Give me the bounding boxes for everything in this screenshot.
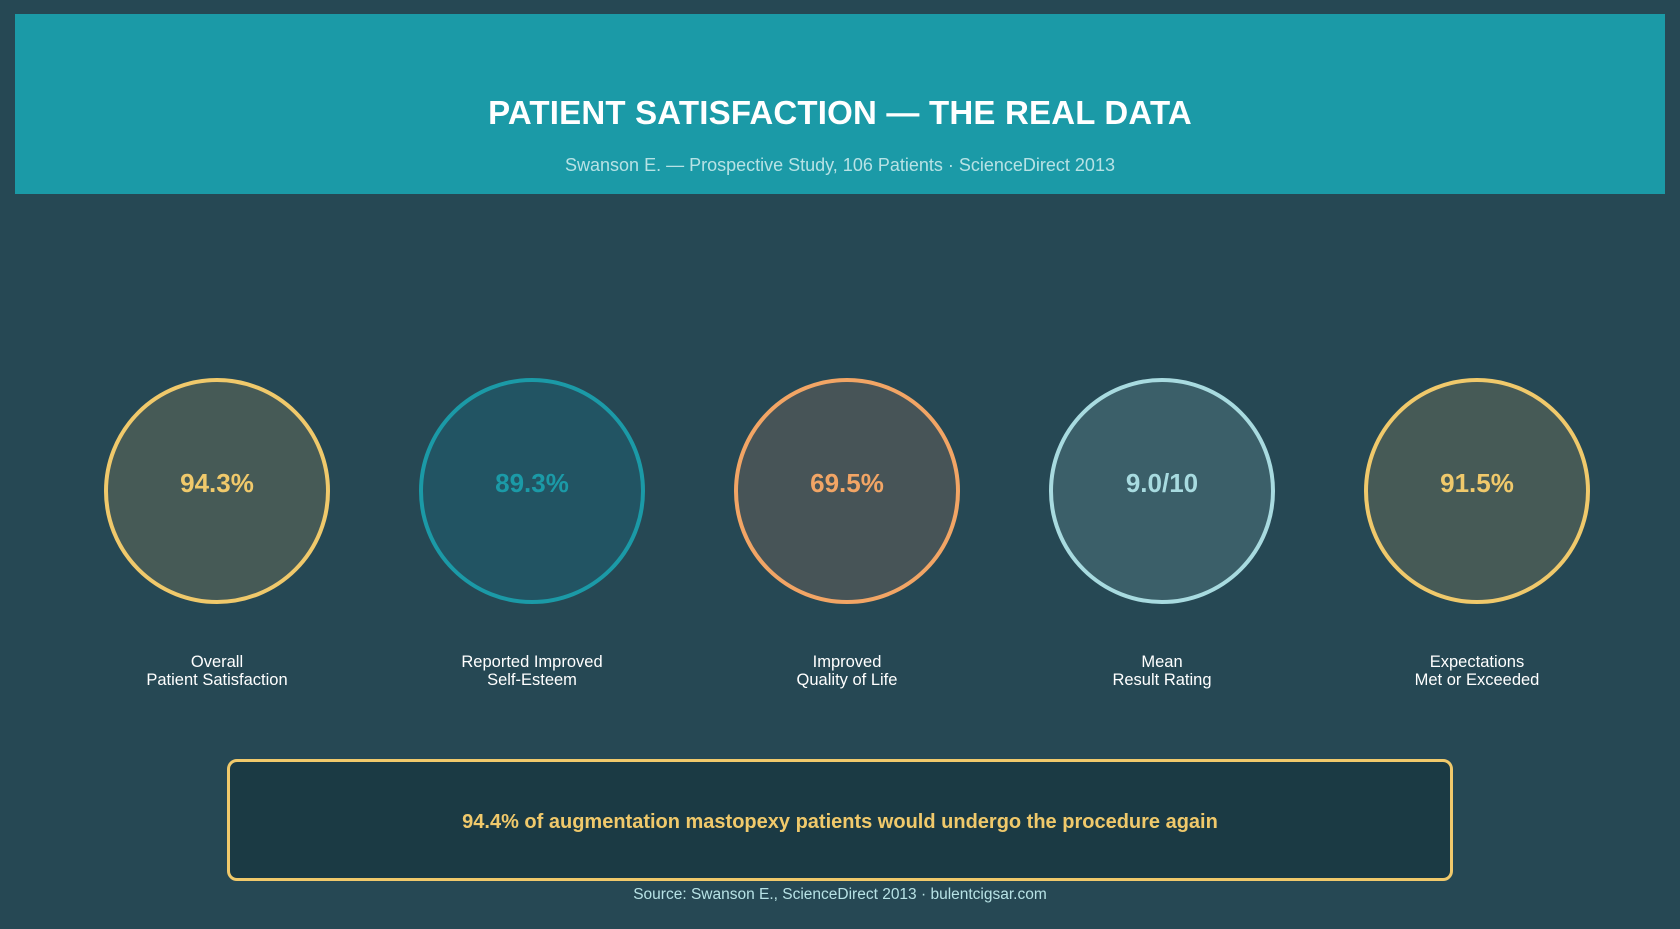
stat-label-line1: Improved	[812, 653, 882, 671]
callout-box: 94.4% of augmentation mastopexy patients…	[227, 759, 1453, 881]
stat-label-line2: Self-Esteem	[487, 670, 577, 689]
stat-label-line2: Quality of Life	[796, 670, 898, 689]
stat-label-quality-of-life: Improved Quality of Life	[717, 653, 977, 689]
stat-label-line2: Result Rating	[1112, 670, 1212, 689]
stat-label-overall-satisfaction: Overall Patient Satisfaction	[87, 653, 347, 689]
stat-circle-expectations: 91.5%	[1364, 378, 1590, 604]
stat-label-expectations: Expectations Met or Exceeded	[1347, 653, 1607, 689]
callout-text: 94.4% of augmentation mastopexy patients…	[462, 811, 1218, 833]
page-subtitle: Swanson E. — Prospective Study, 106 Pati…	[565, 155, 1115, 175]
stat-circle-self-esteem: 89.3%	[419, 378, 645, 604]
stat-value: 89.3%	[495, 468, 569, 498]
stat-value: 9.0/10	[1125, 468, 1199, 498]
stat-circle-overall-satisfaction: 94.3%	[104, 378, 330, 604]
source-footer: Source: Swanson E., ScienceDirect 2013 ·…	[633, 886, 1047, 903]
stat-value: 94.3%	[180, 468, 254, 498]
stat-label-line1: Mean	[1141, 653, 1183, 671]
stat-label-result-rating: Mean Result Rating	[1032, 653, 1292, 689]
stat-label-self-esteem: Reported Improved Self-Esteem	[402, 653, 662, 689]
stat-label-line1: Overall	[190, 653, 244, 671]
stat-label-line2: Met or Exceeded	[1414, 670, 1540, 689]
page-title: PATIENT SATISFACTION — THE REAL DATA	[488, 94, 1192, 131]
stat-value: 69.5%	[810, 468, 884, 498]
stat-label-line1: Reported Improved	[461, 653, 603, 671]
stat-label-line2: Patient Satisfaction	[146, 670, 288, 689]
header-banner: PATIENT SATISFACTION — THE REAL DATA Swa…	[15, 14, 1665, 194]
stat-circle-quality-of-life: 69.5%	[734, 378, 960, 604]
stat-label-line1: Expectations	[1429, 653, 1525, 671]
stat-circle-result-rating: 9.0/10	[1049, 378, 1275, 604]
stat-value: 91.5%	[1440, 468, 1514, 498]
